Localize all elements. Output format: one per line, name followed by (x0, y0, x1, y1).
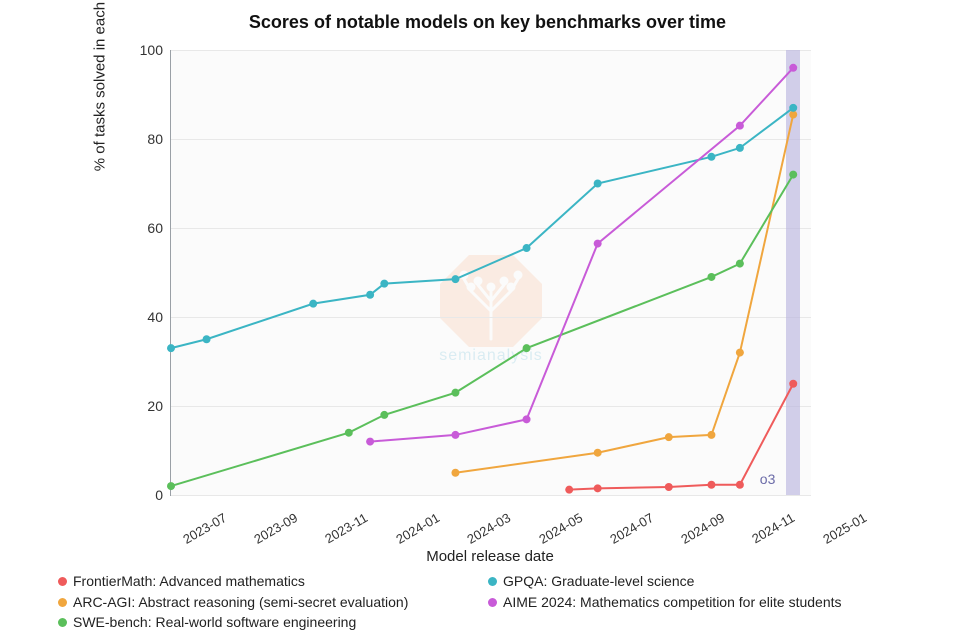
gridline (171, 495, 811, 496)
legend-label: ARC-AGI: Abstract reasoning (semi-secret… (73, 593, 408, 613)
series-marker-frontiermath (789, 380, 797, 388)
series-marker-gpqa (451, 275, 459, 283)
series-marker-gpqa (736, 144, 744, 152)
series-marker-aime (523, 415, 531, 423)
series-marker-arc_agi (594, 449, 602, 457)
series-marker-frontiermath (594, 484, 602, 492)
series-marker-swe_bench (451, 389, 459, 397)
series-marker-frontiermath (707, 481, 715, 489)
y-tick-label: 20 (131, 398, 163, 414)
legend-item-aime: AIME 2024: Mathematics competition for e… (488, 593, 975, 613)
y-tick-label: 40 (131, 309, 163, 325)
series-marker-aime (366, 438, 374, 446)
series-marker-swe_bench (380, 411, 388, 419)
chart-container: Scores of notable models on key benchmar… (0, 0, 975, 635)
legend-empty (488, 613, 975, 633)
series-line-arc_agi (455, 115, 793, 473)
series-marker-arc_agi (665, 433, 673, 441)
legend-marker-icon (58, 577, 67, 586)
series-marker-aime (594, 240, 602, 248)
legend-label: AIME 2024: Mathematics competition for e… (503, 593, 842, 613)
series-marker-gpqa (309, 300, 317, 308)
chart-title: Scores of notable models on key benchmar… (0, 12, 975, 33)
series-line-aime (370, 68, 793, 442)
series-marker-frontiermath (736, 481, 744, 489)
plot-area: semianalysis 0204060801002023-072023-092… (170, 50, 811, 496)
legend-label: FrontierMath: Advanced mathematics (73, 572, 305, 592)
series-marker-arc_agi (736, 349, 744, 357)
y-tick-label: 100 (131, 42, 163, 58)
series-marker-arc_agi (707, 431, 715, 439)
legend-item-arc_agi: ARC-AGI: Abstract reasoning (semi-secret… (58, 593, 488, 613)
series-marker-frontiermath (565, 486, 573, 494)
x-tick-label: 2023-09 (251, 510, 300, 547)
series-marker-gpqa (707, 153, 715, 161)
series-marker-swe_bench (345, 429, 353, 437)
x-tick-label: 2024-03 (465, 510, 514, 547)
y-tick-label: 0 (131, 487, 163, 503)
legend-label: SWE-bench: Real-world software engineeri… (73, 613, 356, 633)
legend-label: GPQA: Graduate-level science (503, 572, 694, 592)
x-axis-label: Model release date (170, 548, 810, 565)
x-tick-label: 2024-09 (678, 510, 727, 547)
x-tick-label: 2024-11 (749, 510, 797, 546)
series-marker-gpqa (380, 280, 388, 288)
series-marker-aime (736, 122, 744, 130)
x-tick-label: 2025-01 (820, 510, 869, 547)
series-marker-swe_bench (523, 344, 531, 352)
series-marker-swe_bench (167, 482, 175, 490)
series-marker-gpqa (366, 291, 374, 299)
series-marker-gpqa (167, 344, 175, 352)
x-tick-label: 2024-05 (536, 510, 585, 547)
legend-item-frontiermath: FrontierMath: Advanced mathematics (58, 572, 488, 592)
series-line-swe_bench (171, 175, 793, 487)
legend-item-swe_bench: SWE-bench: Real-world software engineeri… (58, 613, 488, 633)
legend-marker-icon (488, 577, 497, 586)
legend-item-gpqa: GPQA: Graduate-level science (488, 572, 975, 592)
series-marker-swe_bench (789, 171, 797, 179)
series-marker-gpqa (203, 335, 211, 343)
legend-marker-icon (58, 598, 67, 607)
y-tick-label: 80 (131, 131, 163, 147)
series-line-gpqa (171, 108, 793, 348)
series-marker-gpqa (594, 180, 602, 188)
legend: FrontierMath: Advanced mathematics GPQA: … (58, 572, 958, 633)
series-marker-gpqa (789, 104, 797, 112)
series-marker-frontiermath (665, 483, 673, 491)
legend-marker-icon (488, 598, 497, 607)
series-marker-gpqa (523, 244, 531, 252)
x-tick-label: 2023-07 (180, 510, 229, 547)
y-tick-label: 60 (131, 220, 163, 236)
series-marker-swe_bench (736, 260, 744, 268)
series-marker-swe_bench (707, 273, 715, 281)
series-marker-aime (451, 431, 459, 439)
legend-marker-icon (58, 618, 67, 627)
x-tick-label: 2024-01 (394, 510, 443, 547)
series-marker-aime (789, 64, 797, 72)
x-tick-label: 2023-11 (322, 510, 370, 546)
x-tick-label: 2024-07 (607, 510, 656, 547)
series-layer (171, 50, 811, 495)
y-axis-label: % of tasks solved in each test (92, 0, 109, 171)
series-marker-arc_agi (451, 469, 459, 477)
